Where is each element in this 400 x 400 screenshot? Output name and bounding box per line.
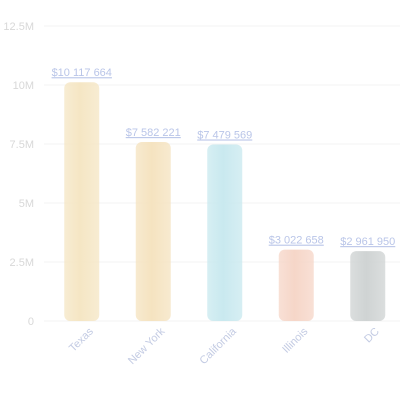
bar [207, 144, 243, 321]
bar-layer [64, 82, 386, 321]
y-tick-label: 0 [28, 316, 34, 328]
x-tick-label: Texas [67, 325, 96, 354]
data-label: $7 582 221 [126, 127, 181, 139]
x-tick-label: DC [362, 326, 382, 346]
bar [350, 251, 386, 321]
bar [64, 82, 100, 321]
x-tick-label: California [198, 325, 240, 367]
data-label: $3 022 658 [269, 235, 324, 247]
data-label: $7 479 569 [197, 129, 252, 141]
y-tick-label: 7.5M [10, 139, 34, 151]
x-tick-label: New York [126, 325, 168, 367]
data-label: $2 961 950 [340, 236, 395, 248]
bar [278, 249, 314, 321]
y-tick-label: 5M [19, 198, 34, 210]
bar [135, 142, 171, 321]
x-tick-label: Illinois [280, 325, 310, 355]
y-tick-label: 2.5M [10, 257, 34, 269]
y-tick-label: 10M [13, 80, 34, 92]
data-label: $10 117 664 [52, 67, 112, 79]
y-tick-label: 12.5M [3, 21, 34, 33]
